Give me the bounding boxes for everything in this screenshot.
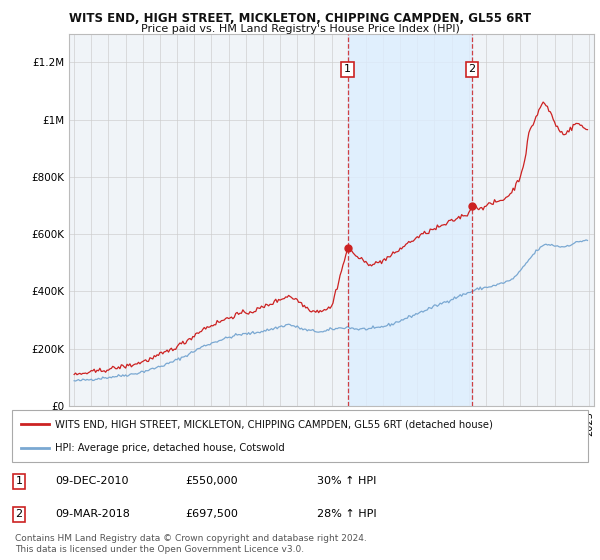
Text: 1: 1 [16,477,22,486]
Text: £697,500: £697,500 [185,510,238,519]
Text: 09-MAR-2018: 09-MAR-2018 [55,510,130,519]
Text: Contains HM Land Registry data © Crown copyright and database right 2024.
This d: Contains HM Land Registry data © Crown c… [15,534,367,554]
Text: 30% ↑ HPI: 30% ↑ HPI [317,477,377,486]
Text: 28% ↑ HPI: 28% ↑ HPI [317,510,377,519]
Text: 2: 2 [16,510,22,519]
Text: £550,000: £550,000 [185,477,238,486]
Bar [347,34,472,406]
Text: 1: 1 [344,64,351,74]
Text: 2: 2 [469,64,476,74]
FancyBboxPatch shape [12,410,588,462]
Text: Price paid vs. HM Land Registry's House Price Index (HPI): Price paid vs. HM Land Registry's House … [140,24,460,34]
Text: WITS END, HIGH STREET, MICKLETON, CHIPPING CAMPDEN, GL55 6RT (detached house): WITS END, HIGH STREET, MICKLETON, CHIPPI… [55,419,493,430]
Text: WITS END, HIGH STREET, MICKLETON, CHIPPING CAMPDEN, GL55 6RT: WITS END, HIGH STREET, MICKLETON, CHIPPI… [69,12,531,25]
Text: HPI: Average price, detached house, Cotswold: HPI: Average price, detached house, Cots… [55,443,285,453]
Text: 09-DEC-2010: 09-DEC-2010 [55,477,128,486]
